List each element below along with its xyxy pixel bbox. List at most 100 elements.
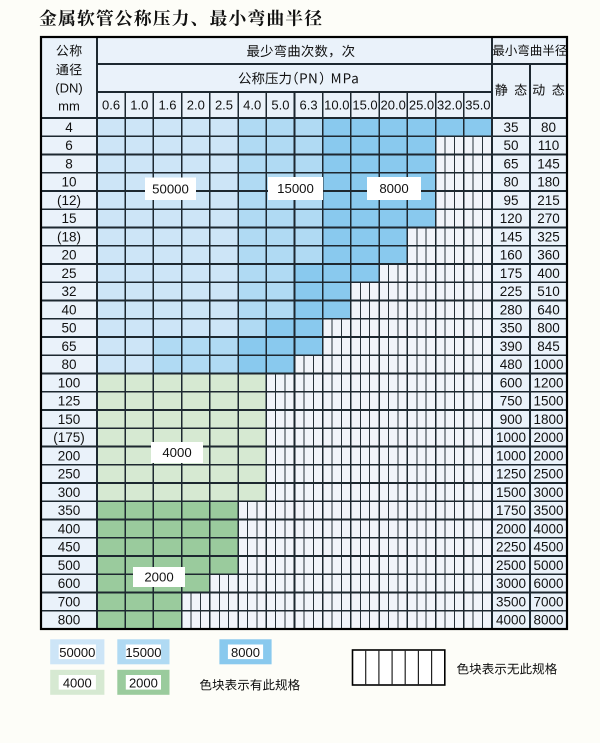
svg-text:4000: 4000 (162, 445, 191, 460)
svg-text:125: 125 (58, 394, 81, 409)
svg-text:8000: 8000 (379, 181, 408, 196)
svg-text:600: 600 (58, 576, 81, 591)
svg-text:1000: 1000 (496, 448, 526, 463)
svg-text:600: 600 (500, 375, 523, 390)
svg-text:1.0: 1.0 (130, 98, 148, 113)
svg-text:25.0: 25.0 (409, 98, 434, 113)
svg-text:800: 800 (58, 613, 81, 628)
svg-text:0.6: 0.6 (102, 98, 120, 113)
svg-text:80: 80 (503, 175, 518, 190)
svg-text:6000: 6000 (533, 576, 563, 591)
svg-text:4000: 4000 (496, 613, 526, 628)
svg-text:35: 35 (503, 120, 518, 135)
svg-text:400: 400 (537, 266, 560, 281)
svg-text:15: 15 (61, 211, 76, 226)
svg-text:900: 900 (500, 412, 523, 427)
svg-text:2500: 2500 (533, 467, 563, 482)
svg-text:750: 750 (500, 394, 523, 409)
svg-text:(175): (175) (53, 430, 85, 445)
svg-text:215: 215 (537, 193, 560, 208)
svg-text:400: 400 (58, 521, 81, 536)
svg-text:480: 480 (500, 357, 523, 372)
svg-text:(DN): (DN) (55, 81, 82, 96)
svg-text:1750: 1750 (496, 503, 526, 518)
svg-text:(12): (12) (57, 193, 81, 208)
svg-text:32.0: 32.0 (437, 98, 462, 113)
svg-text:1800: 1800 (533, 412, 563, 427)
svg-text:350: 350 (500, 321, 523, 336)
svg-text:800: 800 (537, 321, 560, 336)
svg-text:50: 50 (503, 138, 518, 153)
svg-text:160: 160 (500, 248, 523, 263)
svg-text:1.6: 1.6 (158, 98, 176, 113)
svg-text:10.0: 10.0 (324, 98, 349, 113)
svg-text:110: 110 (538, 138, 560, 153)
svg-text:2.5: 2.5 (215, 98, 233, 113)
svg-text:700: 700 (58, 594, 81, 609)
svg-text:100: 100 (58, 375, 81, 390)
svg-text:80: 80 (541, 120, 556, 135)
svg-text:50000: 50000 (152, 181, 189, 196)
svg-text:150: 150 (58, 412, 81, 427)
svg-text:325: 325 (537, 229, 560, 244)
svg-text:5000: 5000 (533, 558, 563, 573)
svg-text:3000: 3000 (496, 576, 526, 591)
svg-text:300: 300 (58, 485, 81, 500)
svg-text:80: 80 (61, 357, 76, 372)
svg-text:2.0: 2.0 (187, 98, 205, 113)
svg-text:8000: 8000 (231, 645, 260, 660)
svg-text:20: 20 (61, 248, 76, 263)
svg-text:4.0: 4.0 (243, 98, 261, 113)
svg-text:6: 6 (65, 138, 73, 153)
svg-text:200: 200 (58, 448, 81, 463)
svg-text:6.3: 6.3 (300, 98, 318, 113)
svg-text:2000: 2000 (144, 570, 173, 585)
svg-text:120: 120 (500, 211, 523, 226)
svg-text:4000: 4000 (533, 521, 563, 536)
svg-text:50000: 50000 (59, 645, 95, 660)
svg-text:8: 8 (65, 156, 73, 171)
svg-text:32: 32 (61, 284, 76, 299)
svg-text:4000: 4000 (63, 675, 92, 690)
svg-text:10: 10 (61, 175, 76, 190)
svg-text:145: 145 (500, 229, 523, 244)
svg-text:500: 500 (58, 558, 81, 573)
svg-text:510: 510 (537, 284, 560, 299)
svg-text:mm: mm (58, 99, 80, 114)
svg-text:35.0: 35.0 (465, 98, 490, 113)
svg-text:280: 280 (500, 302, 523, 317)
svg-text:4: 4 (65, 120, 73, 135)
svg-text:360: 360 (537, 248, 560, 263)
svg-text:3500: 3500 (533, 503, 563, 518)
svg-text:1200: 1200 (533, 375, 563, 390)
svg-text:15000: 15000 (277, 181, 314, 196)
svg-text:3000: 3000 (533, 485, 563, 500)
svg-text:2000: 2000 (129, 675, 158, 690)
svg-text:270: 270 (537, 211, 560, 226)
svg-text:95: 95 (503, 193, 518, 208)
svg-text:2000: 2000 (533, 448, 563, 463)
svg-text:180: 180 (537, 175, 560, 190)
svg-text:250: 250 (58, 467, 81, 482)
svg-text:5.0: 5.0 (271, 98, 289, 113)
svg-text:1000: 1000 (533, 357, 563, 372)
svg-text:65: 65 (503, 156, 518, 171)
svg-text:175: 175 (500, 266, 523, 281)
svg-text:2250: 2250 (496, 540, 526, 555)
svg-text:4500: 4500 (533, 540, 563, 555)
svg-text:845: 845 (537, 339, 560, 354)
svg-text:15000: 15000 (125, 645, 161, 660)
svg-text:1000: 1000 (496, 430, 526, 445)
svg-text:8000: 8000 (533, 613, 563, 628)
svg-text:2500: 2500 (496, 558, 526, 573)
svg-text:350: 350 (58, 503, 81, 518)
svg-text:145: 145 (537, 156, 560, 171)
svg-text:2000: 2000 (533, 430, 563, 445)
svg-text:65: 65 (61, 339, 76, 354)
svg-text:15.0: 15.0 (352, 98, 377, 113)
svg-text:(18): (18) (57, 229, 81, 244)
svg-text:40: 40 (61, 302, 76, 317)
svg-text:25: 25 (61, 266, 76, 281)
svg-text:640: 640 (537, 302, 560, 317)
svg-text:3500: 3500 (496, 594, 526, 609)
